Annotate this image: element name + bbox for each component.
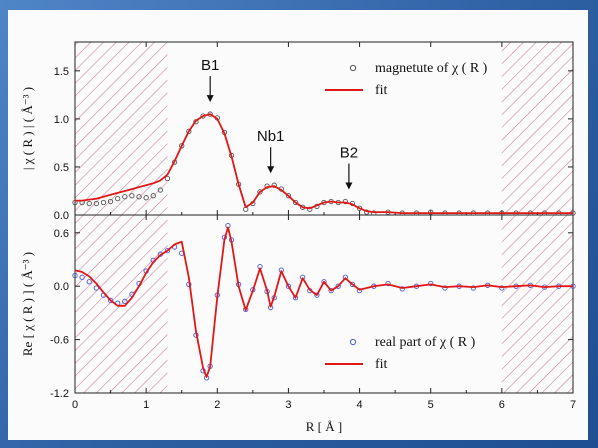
x-tick-label: 6 <box>499 399 505 411</box>
data-point <box>186 128 192 135</box>
data-point <box>285 283 292 289</box>
y-tick-label: 0.5 <box>54 162 69 174</box>
excluded-region-hatch <box>75 42 168 215</box>
excluded-region-hatch <box>75 215 168 393</box>
data-point <box>342 198 348 205</box>
excluded-region-hatch <box>501 215 573 393</box>
data-point <box>193 119 199 125</box>
excluded-region-hatch <box>501 42 573 215</box>
legend-label: fit <box>375 83 388 98</box>
peak-label: B2 <box>340 145 358 162</box>
x-tick-label: 5 <box>428 399 434 411</box>
data-point <box>122 298 128 304</box>
data-point <box>136 194 142 200</box>
data-point <box>356 287 363 294</box>
x-tick-label: 3 <box>285 399 291 411</box>
data-point <box>93 285 99 291</box>
data-point <box>115 196 121 202</box>
x-tick-label: 2 <box>214 399 220 411</box>
exafs-figure: 0.0 0.5 1.0 1.5 magnetute of χ ( R ) fit B1 Nb1… <box>20 41 576 434</box>
x-tick-label: 0 <box>72 399 78 411</box>
data-point <box>499 285 505 291</box>
fit-line <box>75 113 573 214</box>
y-tick-label: 0.0 <box>54 281 69 293</box>
data-point <box>164 247 171 254</box>
y-tick-label: 0.0 <box>54 210 69 222</box>
data-point <box>93 200 99 207</box>
fit-line <box>74 226 573 378</box>
y-tick-label: 1.5 <box>54 66 69 78</box>
data-point <box>179 143 185 149</box>
x-tick-label: 1 <box>143 399 149 411</box>
peak-label: B1 <box>201 57 219 74</box>
data-point <box>164 175 171 182</box>
data-point <box>72 272 78 279</box>
data-point <box>157 187 164 193</box>
data-point <box>107 297 114 304</box>
legend-label: fit <box>375 357 388 372</box>
data-point <box>86 200 92 207</box>
x-tick-label: 7 <box>570 399 576 411</box>
y-tick-label: 0.6 <box>54 228 69 240</box>
y-tick-label: -1.2 <box>50 388 69 400</box>
legend-label: magnetute of χ ( R ) <box>375 61 488 76</box>
data-point <box>79 274 85 280</box>
annotation-arrow-head <box>345 182 353 190</box>
data-point <box>122 194 128 200</box>
data-point <box>428 280 434 287</box>
data-point <box>143 195 149 201</box>
legend-marker <box>349 64 357 72</box>
data-point <box>328 287 334 294</box>
data-point <box>292 199 299 206</box>
legend-marker <box>349 338 357 346</box>
data-point <box>107 198 114 205</box>
data-point <box>100 199 107 206</box>
data-point <box>150 193 156 199</box>
data-point <box>257 189 263 195</box>
data-point <box>371 210 377 216</box>
data-point <box>399 286 405 292</box>
data-point <box>349 281 356 288</box>
legend-label: real part of χ ( R ) <box>375 335 476 350</box>
data-point <box>271 182 277 188</box>
data-point <box>335 283 341 289</box>
data-point <box>321 279 327 285</box>
y-axis-label: | χ ( R ) | ( Å⁻³ ) <box>20 87 35 170</box>
annotation-arrow-head <box>206 95 214 103</box>
data-point <box>285 193 292 199</box>
y-tick-label: 1.0 <box>54 114 69 126</box>
y-tick-label: -0.6 <box>50 335 69 347</box>
data-point <box>129 193 135 199</box>
data-point <box>385 280 391 287</box>
data-point <box>243 306 249 312</box>
data-point <box>442 285 448 291</box>
data-point <box>314 292 320 298</box>
data-point <box>470 285 477 291</box>
data-point <box>86 279 92 285</box>
annotation-arrow-head <box>267 166 275 174</box>
y-axis-label: Re [ χ ( R ) ] ( Å⁻³ ) <box>20 252 35 356</box>
data-point <box>428 209 434 215</box>
x-axis-label: R [ Å ] <box>306 419 342 434</box>
x-tick-label: 4 <box>357 399 363 411</box>
data-point <box>307 206 313 212</box>
peak-label: Nb1 <box>257 128 285 145</box>
